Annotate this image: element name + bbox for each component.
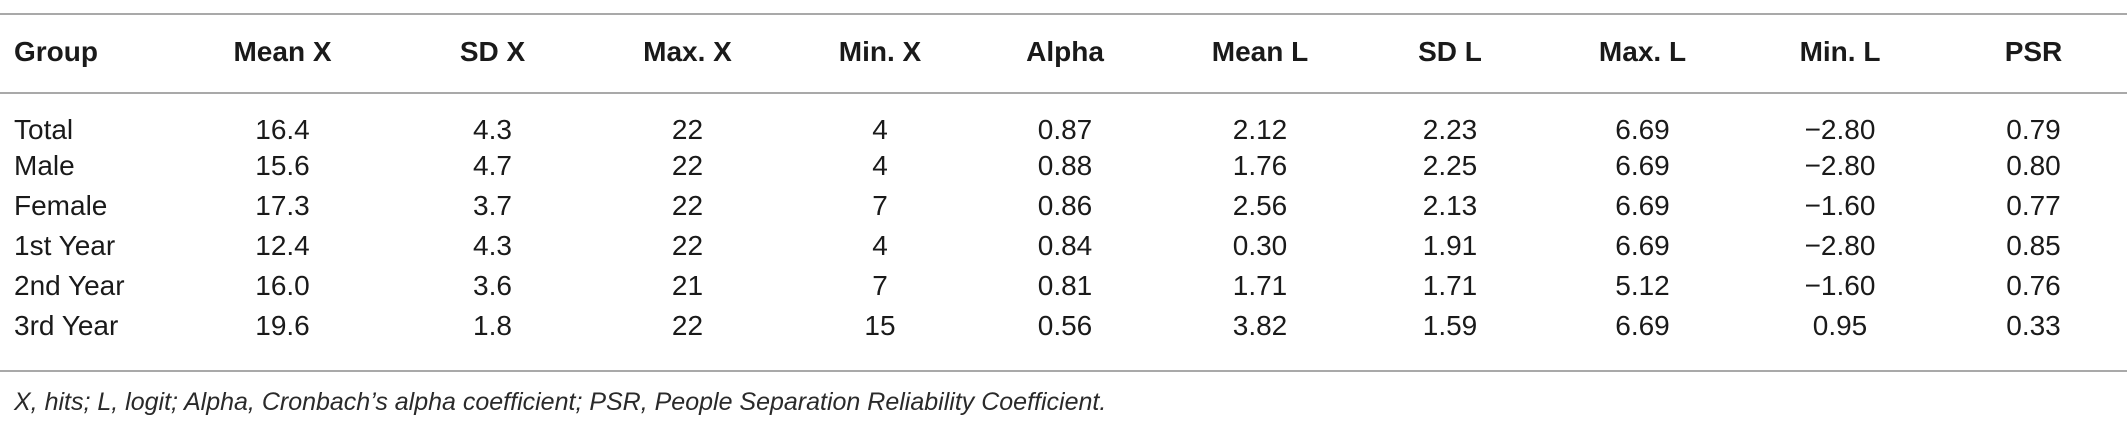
cell-max-l: 6.69 [1615,190,1670,221]
cell-alpha: 0.88 [1037,150,1093,181]
cell-sd-l: 1.59 [1422,310,1478,341]
cell-sd-l: 2.25 [1422,150,1478,181]
cell-alpha: 0.86 [1037,190,1093,221]
cell-sd-x: 3.6 [473,270,512,301]
cell-mean-l: 1.71 [1232,270,1288,301]
row-label: Male [14,150,75,181]
cell-mean-x: 16.4 [255,114,310,145]
cell-max-x: 21 [671,270,704,301]
cell-max-l: 6.69 [1615,114,1670,145]
cell-mean-x: 16.0 [255,270,310,301]
cell-sd-x: 1.8 [473,310,512,341]
column-header-sd-l: SD L [1418,36,1482,67]
cell-sd-l: 2.23 [1422,114,1478,145]
cell-min-l: −1.60 [1804,270,1876,301]
cell-psr: 0.76 [2006,270,2061,301]
cell-sd-x: 3.7 [473,190,512,221]
column-header-mean-x: Mean X [233,36,332,67]
column-header-psr: PSR [2004,36,2063,67]
cell-max-l: 6.69 [1615,150,1670,181]
cell-max-l: 6.69 [1615,230,1670,261]
row-label: Total [14,114,74,145]
table-row: Male 15.6 4.7 22 4 0.88 1.76 2.25 6.69 −2.80 0.80 [0,146,2127,186]
table-header-rule [0,92,2127,94]
cell-max-l: 6.69 [1615,310,1670,341]
cell-alpha: 0.87 [1037,114,1093,145]
cell-mean-l: 1.76 [1232,150,1288,181]
row-label: 2nd Year [14,270,125,301]
cell-mean-x: 12.4 [255,230,310,261]
row-label: 1st Year [14,230,116,261]
column-header-group: Group [14,36,98,67]
header-row: Group Mean X SD X Max. X Min. X Alpha Mean L SD… [0,0,2127,94]
table-row: 1st Year 12.4 4.3 22 4 0.84 0.30 1.91 6.69 −2.80 0… [0,226,2127,266]
cell-min-l: −2.80 [1804,230,1876,261]
cell-alpha: 0.84 [1037,230,1093,261]
cell-min-x: 4 [872,150,888,181]
cell-min-l: −2.80 [1804,114,1876,145]
column-header-mean-l: Mean L [1211,36,1309,67]
cell-min-x: 15 [864,310,896,341]
column-header-max-l: Max. L [1598,36,1687,67]
table-body: Total 16.4 4.3 22 4 0.87 2.12 2.23 6.69 −2.80 0.79… [0,94,2127,346]
cell-sd-x: 4.3 [473,230,512,261]
row-label: Female [14,190,108,221]
cell-psr: 0.79 [2006,114,2061,145]
cell-min-l: −2.80 [1804,150,1876,181]
cell-psr: 0.85 [2006,230,2061,261]
cell-mean-x: 17.3 [255,190,310,221]
cell-min-x: 7 [872,270,888,301]
cell-max-x: 22 [671,310,704,341]
cell-min-x: 4 [872,230,888,261]
cell-psr: 0.80 [2006,150,2061,181]
cell-psr: 0.33 [2006,310,2061,341]
cell-max-x: 22 [671,114,704,145]
cell-sd-l: 1.91 [1422,230,1478,261]
cell-mean-x: 19.6 [255,310,310,341]
cell-alpha: 0.56 [1037,310,1093,341]
cell-max-l: 5.12 [1615,270,1670,301]
cell-mean-l: 3.82 [1232,310,1288,341]
cell-max-x: 22 [671,150,704,181]
column-header-min-l: Min. L [1799,36,1881,67]
cell-mean-l: 2.12 [1232,114,1288,145]
cell-min-x: 4 [872,114,888,145]
cell-mean-l: 2.56 [1232,190,1288,221]
cell-mean-l: 0.30 [1232,230,1288,261]
column-header-max-x: Max. X [643,36,732,67]
cell-mean-x: 15.6 [255,150,310,181]
table-row: Total 16.4 4.3 22 4 0.87 2.12 2.23 6.69 −2.80 0.79 [0,94,2127,146]
cell-psr: 0.77 [2006,190,2061,221]
cell-sd-l: 1.71 [1422,270,1478,301]
column-header-sd-x: SD X [459,36,526,67]
cell-max-x: 22 [671,190,704,221]
column-header-alpha: Alpha [1026,36,1104,67]
cell-sd-l: 2.13 [1422,190,1478,221]
table-row: 3rd Year 19.6 1.8 22 15 0.56 3.82 1.59 6.69 0.95 0… [0,306,2127,346]
cell-alpha: 0.81 [1037,270,1093,301]
cell-min-l: −1.60 [1804,190,1876,221]
cell-sd-x: 4.7 [473,150,512,181]
column-header-min-x: Min. X [838,36,922,67]
cell-sd-x: 4.3 [473,114,512,145]
table-footnote: X, hits; L, logit; Alpha, Cronbach’s alp… [14,388,1107,416]
table-top-rule [0,13,2127,15]
statistics-table: Group Mean X SD X Max. X Min. X Alpha Mean L SD… [0,0,2127,346]
row-label: 3rd Year [14,310,119,341]
table-row: Female 17.3 3.7 22 7 0.86 2.56 2.13 6.69 −1.60 0.7… [0,186,2127,226]
table-row: 2nd Year 16.0 3.6 21 7 0.81 1.71 1.71 5.12 −1.60 0… [0,266,2127,306]
cell-max-x: 22 [671,230,704,261]
table-header: Group Mean X SD X Max. X Min. X Alpha Mean L SD… [0,0,2127,94]
cell-min-l: 0.95 [1812,310,1868,341]
cell-min-x: 7 [872,190,888,221]
table-bottom-rule [0,370,2127,372]
